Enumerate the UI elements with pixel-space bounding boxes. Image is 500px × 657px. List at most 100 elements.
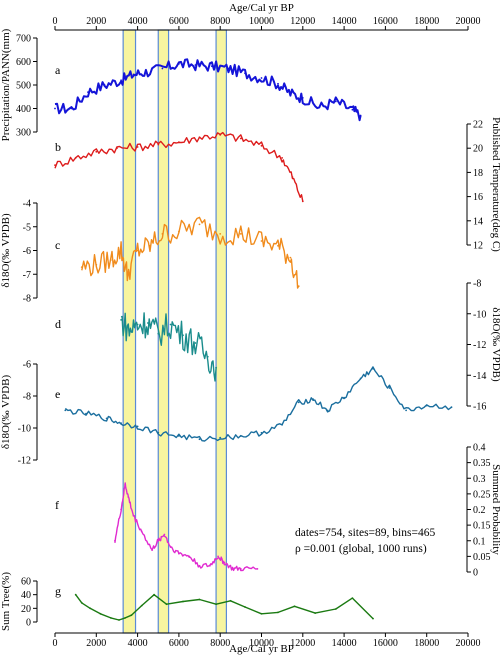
tick-label-c-2: -6: [23, 246, 31, 257]
data-point-a-4: [120, 79, 122, 82]
data-point-g-22: [372, 617, 374, 620]
panel-label-e: e: [55, 387, 60, 401]
series-line-d: [120, 312, 217, 382]
data-point-d-4: [157, 332, 160, 335]
data-point-b-9: [239, 137, 242, 140]
data-point-d-2: [136, 323, 139, 326]
data-point-b-2: [95, 150, 98, 153]
data-point-c-10: [219, 233, 222, 235]
highlight-band-3: [215, 29, 227, 634]
data-point-c-3: [120, 249, 122, 252]
data-point-e-6: [178, 435, 180, 437]
data-point-e-0: [64, 409, 67, 412]
data-point-g-11: [182, 600, 184, 603]
data-point-g-3: [99, 612, 102, 615]
x-tick-label-bottom-3: 6000: [169, 638, 189, 649]
data-point-e-21: [450, 406, 453, 409]
x-tick-label-top-2: 4000: [128, 16, 148, 27]
data-point-b-6: [178, 141, 180, 144]
x-tick-label-bottom-9: 18000: [414, 638, 439, 649]
data-point-e-7: [198, 438, 201, 441]
tick-label-e-1: -10: [18, 424, 31, 435]
data-point-a-10: [211, 65, 213, 68]
data-point-c-11: [239, 233, 242, 235]
series-line-f: [114, 482, 258, 572]
data-point-f-14: [217, 555, 220, 558]
data-point-b-4: [136, 146, 139, 148]
tick-label-b-0: 12: [473, 241, 483, 252]
tick-label-f-7: 0.35: [473, 458, 491, 469]
tick-label-a-1: 400: [16, 104, 31, 115]
data-point-e-20: [425, 404, 428, 407]
y-axis-title-a: Precipitation/PANN(mm): [0, 28, 12, 141]
tick-label-c-4: -4: [23, 199, 31, 210]
tick-label-f-1: 0.05: [473, 552, 491, 563]
data-point-c-15: [297, 285, 300, 287]
data-point-f-1: [120, 508, 122, 511]
tick-label-d-3: -10: [473, 309, 486, 320]
data-point-f-2: [124, 483, 127, 486]
data-point-a-7: [161, 67, 164, 70]
x-tick-label-bottom-4: 8000: [210, 638, 230, 649]
data-point-c-12: [260, 240, 263, 242]
x-axis-title-bottom: Age/Cal yr BP: [229, 643, 294, 655]
tick-label-e-0: -12: [18, 456, 31, 467]
data-point-g-17: [277, 611, 279, 614]
data-point-e-3: [120, 422, 122, 425]
data-point-f-7: [157, 539, 160, 542]
data-point-c-6: [149, 244, 151, 247]
data-point-g-9: [153, 593, 156, 596]
tick-label-b-2: 16: [473, 192, 483, 203]
data-point-g-6: [124, 617, 127, 619]
data-point-d-6: [182, 334, 184, 337]
data-point-a-16: [301, 97, 304, 99]
data-point-e-8: [219, 436, 222, 439]
data-point-f-13: [209, 564, 211, 567]
data-point-g-13: [215, 603, 218, 606]
tick-label-c-0: -8: [23, 294, 31, 305]
data-point-f-5: [140, 530, 143, 533]
data-point-f-4: [132, 514, 135, 517]
data-point-d-0: [120, 319, 122, 321]
data-point-c-7: [161, 233, 164, 235]
tick-label-d-2: -12: [473, 340, 486, 351]
data-point-f-3: [127, 496, 130, 498]
data-point-a-18: [334, 100, 337, 103]
data-point-g-0: [74, 593, 77, 596]
y-axis-title-e: δ18O(‰ VPDB): [0, 374, 12, 449]
panel-label-c: c: [55, 238, 60, 252]
data-point-e-13: [312, 398, 314, 401]
data-point-e-5: [157, 431, 160, 434]
data-point-f-12: [198, 564, 201, 567]
tick-label-e-2: -8: [23, 392, 31, 403]
tick-label-f-4: 0.2: [473, 505, 486, 516]
data-point-g-8: [140, 604, 143, 607]
data-point-e-12: [297, 401, 300, 404]
data-point-f-17: [239, 568, 242, 570]
tick-label-a-4: 700: [16, 34, 31, 45]
data-point-g-20: [334, 608, 337, 610]
x-tick-label-top-1: 2000: [86, 16, 106, 27]
data-point-a-5: [132, 73, 135, 76]
tick-label-f-8: 0.4: [473, 443, 486, 454]
data-point-a-17: [318, 106, 321, 109]
tick-label-b-4: 20: [473, 144, 483, 155]
data-point-f-18: [256, 568, 259, 570]
x-tick-label-bottom-10: 20000: [456, 638, 481, 649]
data-point-b-10: [260, 144, 263, 147]
data-point-a-9: [194, 64, 197, 66]
x-tick-label-top-3: 6000: [169, 16, 189, 27]
data-point-d-5: [169, 323, 172, 326]
data-point-e-10: [260, 431, 263, 434]
data-point-g-5: [118, 619, 120, 621]
data-point-a-1: [70, 107, 73, 110]
data-point-f-6: [151, 549, 154, 551]
panel-label-d: d: [55, 317, 61, 331]
y-axis-title-b: Published Temperature(deg C): [490, 117, 500, 252]
data-point-d-1: [128, 329, 131, 332]
tick-label-f-3: 0.15: [473, 521, 491, 532]
data-point-f-15: [223, 561, 226, 564]
data-point-f-10: [178, 552, 180, 555]
data-point-e-17: [372, 367, 374, 370]
